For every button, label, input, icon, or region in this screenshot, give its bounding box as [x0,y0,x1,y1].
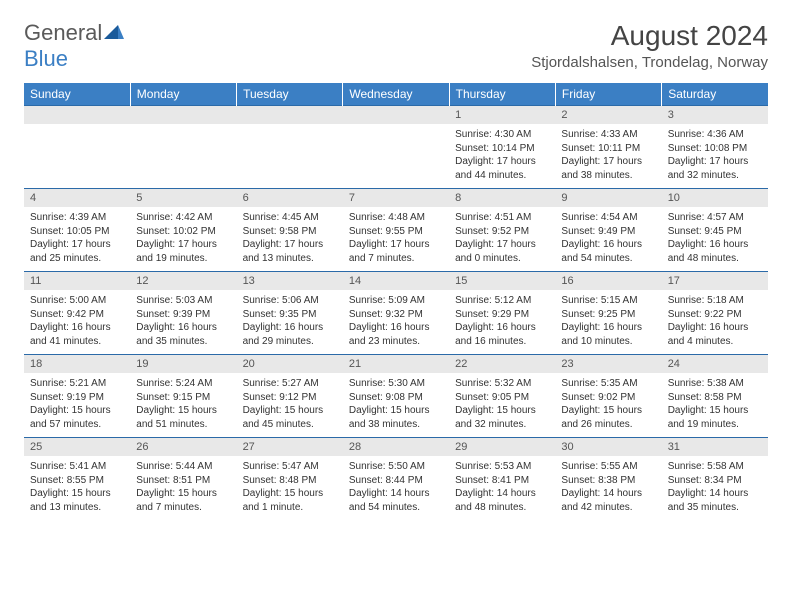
day-number-cell: 27 [237,438,343,457]
day-number-row: 18192021222324 [24,355,768,374]
day-number-cell: 28 [343,438,449,457]
day-number-cell: 29 [449,438,555,457]
logo: General [24,20,126,46]
day-body-cell [343,124,449,189]
day-number-cell: 17 [662,272,768,291]
day-body-cell: Sunrise: 4:33 AM Sunset: 10:11 PM Daylig… [555,124,661,189]
day-body-cell: Sunrise: 5:44 AM Sunset: 8:51 PM Dayligh… [130,456,236,520]
day-body-cell: Sunrise: 5:15 AM Sunset: 9:25 PM Dayligh… [555,290,661,355]
day-body-cell: Sunrise: 5:53 AM Sunset: 8:41 PM Dayligh… [449,456,555,520]
day-body-cell: Sunrise: 5:47 AM Sunset: 8:48 PM Dayligh… [237,456,343,520]
day-number-cell: 5 [130,189,236,208]
day-body-cell: Sunrise: 5:30 AM Sunset: 9:08 PM Dayligh… [343,373,449,438]
day-body-cell: Sunrise: 5:38 AM Sunset: 8:58 PM Dayligh… [662,373,768,438]
day-number-cell: 7 [343,189,449,208]
day-number-cell [130,106,236,125]
day-number-cell: 13 [237,272,343,291]
day-body-cell: Sunrise: 4:42 AM Sunset: 10:02 PM Daylig… [130,207,236,272]
day-number-cell: 21 [343,355,449,374]
day-number-cell [237,106,343,125]
day-body-cell [237,124,343,189]
day-body-cell: Sunrise: 5:32 AM Sunset: 9:05 PM Dayligh… [449,373,555,438]
day-body-cell: Sunrise: 4:36 AM Sunset: 10:08 PM Daylig… [662,124,768,189]
day-body-cell: Sunrise: 5:12 AM Sunset: 9:29 PM Dayligh… [449,290,555,355]
day-number-cell: 8 [449,189,555,208]
day-body-cell: Sunrise: 4:48 AM Sunset: 9:55 PM Dayligh… [343,207,449,272]
day-number-cell: 14 [343,272,449,291]
day-body-cell: Sunrise: 5:00 AM Sunset: 9:42 PM Dayligh… [24,290,130,355]
logo-text-blue: Blue [24,46,68,71]
location-text: Stjordalshalsen, Trondelag, Norway [531,54,768,71]
day-body-cell [24,124,130,189]
calendar-body: 123Sunrise: 4:30 AM Sunset: 10:14 PM Day… [24,106,768,521]
col-friday: Friday [555,83,661,106]
day-body-cell: Sunrise: 4:57 AM Sunset: 9:45 PM Dayligh… [662,207,768,272]
day-number-cell: 3 [662,106,768,125]
day-body-cell: Sunrise: 5:21 AM Sunset: 9:19 PM Dayligh… [24,373,130,438]
day-number-cell: 12 [130,272,236,291]
weekday-header-row: Sunday Monday Tuesday Wednesday Thursday… [24,83,768,106]
day-number-cell: 30 [555,438,661,457]
day-number-cell: 10 [662,189,768,208]
day-number-cell: 31 [662,438,768,457]
day-number-cell: 25 [24,438,130,457]
day-number-cell: 6 [237,189,343,208]
col-tuesday: Tuesday [237,83,343,106]
col-sunday: Sunday [24,83,130,106]
day-number-cell: 22 [449,355,555,374]
day-body-row: Sunrise: 4:39 AM Sunset: 10:05 PM Daylig… [24,207,768,272]
header: General August 2024 Stjordalshalsen, Tro… [0,0,792,79]
day-number-cell: 2 [555,106,661,125]
day-number-cell: 24 [662,355,768,374]
logo-blue-wrap: Blue [24,46,68,72]
day-number-cell [24,106,130,125]
day-body-row: Sunrise: 4:30 AM Sunset: 10:14 PM Daylig… [24,124,768,189]
month-title: August 2024 [531,20,768,52]
day-body-cell: Sunrise: 5:27 AM Sunset: 9:12 PM Dayligh… [237,373,343,438]
day-number-cell: 16 [555,272,661,291]
day-number-row: 123 [24,106,768,125]
day-number-cell: 23 [555,355,661,374]
day-body-cell: Sunrise: 5:50 AM Sunset: 8:44 PM Dayligh… [343,456,449,520]
day-number-cell: 4 [24,189,130,208]
day-body-cell: Sunrise: 5:24 AM Sunset: 9:15 PM Dayligh… [130,373,236,438]
day-body-row: Sunrise: 5:00 AM Sunset: 9:42 PM Dayligh… [24,290,768,355]
day-body-cell: Sunrise: 5:55 AM Sunset: 8:38 PM Dayligh… [555,456,661,520]
day-number-cell: 11 [24,272,130,291]
day-number-row: 11121314151617 [24,272,768,291]
day-body-cell: Sunrise: 5:03 AM Sunset: 9:39 PM Dayligh… [130,290,236,355]
day-number-cell [343,106,449,125]
day-body-cell: Sunrise: 5:41 AM Sunset: 8:55 PM Dayligh… [24,456,130,520]
day-body-row: Sunrise: 5:21 AM Sunset: 9:19 PM Dayligh… [24,373,768,438]
logo-triangle-icon [104,23,124,44]
title-block: August 2024 Stjordalshalsen, Trondelag, … [531,20,768,71]
day-body-row: Sunrise: 5:41 AM Sunset: 8:55 PM Dayligh… [24,456,768,520]
day-body-cell: Sunrise: 5:35 AM Sunset: 9:02 PM Dayligh… [555,373,661,438]
day-number-cell: 20 [237,355,343,374]
day-body-cell: Sunrise: 4:45 AM Sunset: 9:58 PM Dayligh… [237,207,343,272]
day-number-cell: 9 [555,189,661,208]
col-thursday: Thursday [449,83,555,106]
day-number-cell: 15 [449,272,555,291]
day-number-cell: 1 [449,106,555,125]
day-body-cell [130,124,236,189]
day-body-cell: Sunrise: 5:09 AM Sunset: 9:32 PM Dayligh… [343,290,449,355]
day-body-cell: Sunrise: 5:58 AM Sunset: 8:34 PM Dayligh… [662,456,768,520]
day-body-cell: Sunrise: 4:30 AM Sunset: 10:14 PM Daylig… [449,124,555,189]
day-number-cell: 19 [130,355,236,374]
day-body-cell: Sunrise: 5:18 AM Sunset: 9:22 PM Dayligh… [662,290,768,355]
col-saturday: Saturday [662,83,768,106]
day-number-cell: 18 [24,355,130,374]
col-monday: Monday [130,83,236,106]
day-body-cell: Sunrise: 4:54 AM Sunset: 9:49 PM Dayligh… [555,207,661,272]
calendar-table: Sunday Monday Tuesday Wednesday Thursday… [24,83,768,520]
day-body-cell: Sunrise: 4:51 AM Sunset: 9:52 PM Dayligh… [449,207,555,272]
col-wednesday: Wednesday [343,83,449,106]
day-body-cell: Sunrise: 5:06 AM Sunset: 9:35 PM Dayligh… [237,290,343,355]
day-number-row: 45678910 [24,189,768,208]
day-body-cell: Sunrise: 4:39 AM Sunset: 10:05 PM Daylig… [24,207,130,272]
logo-text-general: General [24,20,102,46]
day-number-cell: 26 [130,438,236,457]
day-number-row: 25262728293031 [24,438,768,457]
